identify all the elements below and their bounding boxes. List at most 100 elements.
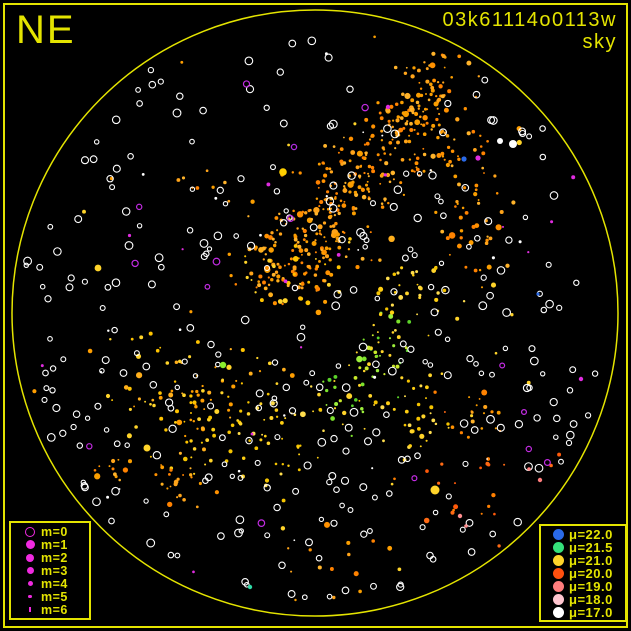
star-point — [203, 408, 206, 411]
star-point — [98, 465, 101, 468]
legend-mu-label: μ=18.0 — [569, 592, 613, 607]
star-point — [358, 589, 362, 594]
star-point — [324, 521, 330, 528]
star-point — [443, 66, 446, 69]
star-point — [258, 274, 263, 279]
star-point — [324, 246, 329, 251]
star-ring — [286, 214, 295, 223]
star-ring — [109, 184, 116, 191]
star-point — [109, 337, 112, 341]
star-ring — [432, 509, 439, 516]
star-ring — [478, 301, 488, 311]
star-point — [296, 446, 300, 449]
star-ring — [222, 200, 229, 207]
star-ring — [254, 459, 261, 466]
star-point — [204, 463, 207, 466]
star-point — [164, 428, 168, 432]
star-point — [363, 427, 366, 430]
star-point — [402, 193, 406, 197]
star-point — [407, 139, 412, 144]
star-ring — [528, 345, 536, 353]
star-point — [289, 373, 295, 378]
star-point — [254, 291, 257, 294]
star-point — [214, 196, 218, 200]
star-ring — [518, 127, 527, 136]
star-point — [457, 182, 461, 187]
star-point — [341, 423, 344, 426]
star-ring — [229, 473, 235, 479]
star-point — [168, 392, 174, 398]
star-point — [422, 169, 426, 173]
star-point — [313, 206, 320, 214]
star-point — [422, 147, 425, 150]
star-point — [413, 153, 416, 156]
mu-marker-cell — [547, 555, 569, 566]
star-point — [221, 378, 225, 382]
star-point — [314, 239, 317, 242]
star-point — [413, 170, 416, 173]
star-point — [314, 212, 319, 216]
star-point — [347, 552, 351, 557]
star-point — [457, 155, 459, 158]
star-point — [287, 217, 291, 221]
star-ring — [342, 447, 350, 455]
star-point — [412, 109, 415, 112]
star-point — [393, 477, 396, 481]
star-point — [94, 264, 102, 272]
star-point — [406, 379, 410, 383]
star-point — [317, 224, 323, 230]
star-ring — [237, 175, 245, 183]
star-point — [330, 416, 335, 421]
star-point — [381, 134, 384, 137]
star-point — [286, 280, 291, 286]
star-point — [403, 423, 407, 427]
star-ring — [525, 445, 533, 453]
star-point — [331, 224, 336, 228]
star-point — [318, 229, 321, 232]
star-ring — [372, 428, 381, 437]
star-ring — [290, 143, 298, 151]
star-point — [356, 355, 363, 363]
star-point — [250, 199, 255, 204]
star-point — [443, 158, 446, 161]
star-point — [443, 107, 449, 113]
star-point — [396, 319, 401, 324]
star-point — [293, 244, 298, 248]
star-point — [305, 300, 311, 306]
star-point — [453, 482, 457, 485]
star-point — [412, 274, 415, 277]
star-point — [435, 117, 439, 122]
star-point — [230, 423, 235, 428]
star-ring — [70, 423, 77, 431]
star-ring — [47, 336, 53, 342]
star-point — [380, 350, 384, 354]
legend-m-label: m=1 — [41, 537, 68, 552]
star-ring — [558, 458, 564, 465]
star-point — [380, 173, 384, 177]
star-point — [450, 510, 455, 515]
star-point — [296, 211, 304, 218]
star-point — [202, 447, 206, 452]
star-point — [386, 401, 390, 406]
star-point — [448, 253, 451, 256]
star-point — [491, 256, 495, 260]
star-point — [526, 380, 531, 385]
star-point — [154, 473, 158, 477]
star-point — [326, 282, 331, 287]
star-ring — [240, 315, 250, 325]
star-point — [404, 92, 411, 100]
star-ring — [246, 241, 256, 250]
star-ring — [174, 384, 181, 391]
star-point — [293, 539, 296, 542]
star-point — [326, 190, 330, 194]
star-point — [192, 570, 195, 574]
star-ring — [413, 213, 422, 223]
star-point — [422, 115, 428, 121]
legend-row-mu5: μ=18.0 — [547, 592, 625, 607]
star-point — [437, 97, 442, 102]
star-ring — [301, 594, 308, 601]
star-point — [408, 444, 412, 448]
star-point — [527, 251, 530, 254]
orientation-label: NE — [16, 8, 76, 52]
star-ring — [286, 214, 293, 221]
